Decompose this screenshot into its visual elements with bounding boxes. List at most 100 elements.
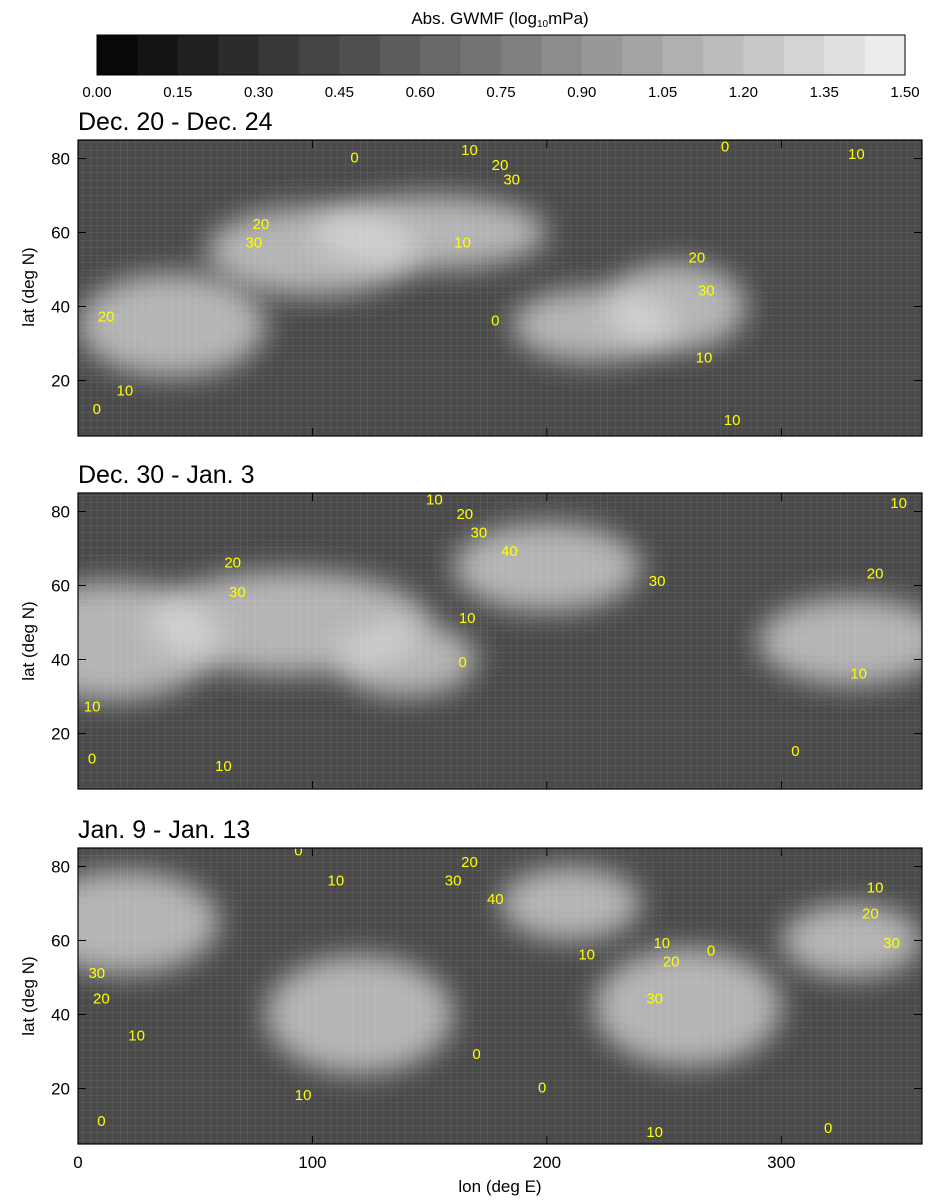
colorbar-tick-label: 1.05 [648, 84, 677, 101]
colorbar-tick-label: 0.60 [406, 84, 435, 101]
contour-label: 10 [867, 880, 884, 897]
contour-label: 0 [707, 943, 715, 960]
y-tick-label: 60 [51, 577, 70, 596]
contour-label: 30 [229, 584, 246, 601]
contour-label: 10 [724, 412, 741, 429]
contour-label: 0 [472, 1046, 480, 1063]
panel-title: Jan. 9 - Jan. 13 [78, 816, 250, 844]
colorbar-ticks: 0.00 0.15 0.30 0.45 0.60 0.75 0.90 1.05 1.20 1.35… [82, 84, 919, 101]
colorbar-cell [864, 35, 906, 75]
colorbar-tick-label: 0.30 [244, 84, 273, 101]
contour-label: 10 [459, 610, 476, 627]
contour-label: 10 [850, 665, 867, 682]
y-tick-label: 40 [51, 651, 70, 670]
panel-jan9-jan13: Jan. 9 - Jan. 13 lat (deg N) 01020304001… [19, 816, 923, 1196]
y-tick-label: 40 [51, 298, 70, 317]
colorbar-cell [783, 35, 825, 75]
colorbar-cell [622, 35, 664, 75]
contour-label: 0 [458, 654, 466, 671]
grid-overlay [78, 140, 922, 436]
plot-frame [77, 139, 923, 437]
contour-label: 40 [501, 543, 518, 560]
contour-label: 10 [84, 699, 101, 716]
contour-label: 10 [653, 935, 670, 952]
colorbar-cell [420, 35, 462, 75]
colorbar-frame [96, 34, 906, 76]
y-axis-label: lat (deg N) [19, 601, 38, 680]
contour-label: 10 [295, 1087, 312, 1104]
colorbar-tick-label: 0.00 [82, 84, 111, 101]
contour-label: 20 [253, 216, 270, 233]
contour-label: 20 [492, 157, 509, 174]
colorbar-cell [137, 35, 179, 75]
colorbar-cell [97, 35, 138, 75]
contour-label: 10 [578, 946, 595, 963]
contour-label: 30 [883, 935, 900, 952]
y-tick-label: 80 [51, 150, 70, 169]
colorbar-cell [460, 35, 502, 75]
colorbar-tick-label: 1.35 [810, 84, 839, 101]
contour-label: 20 [461, 854, 478, 871]
contour-label: 30 [445, 872, 462, 889]
contour-label: 30 [503, 172, 520, 189]
contour-label: 30 [471, 525, 488, 542]
panel-title: Dec. 20 - Dec. 24 [78, 108, 273, 136]
contour-label: 20 [862, 906, 879, 923]
contour-label: 30 [698, 283, 715, 300]
contour-label: 10 [215, 758, 232, 775]
colorbar-cell [501, 35, 542, 75]
contour-label: 10 [461, 142, 478, 159]
colorbar-label: Abs. GWMF (log10mPa) [411, 9, 588, 30]
contour-label: 20 [689, 249, 706, 266]
x-tick-label: 200 [533, 1153, 561, 1172]
contour-label: 0 [294, 843, 302, 860]
y-tick-label: 80 [51, 503, 70, 522]
colorbar-tick-label: 1.20 [729, 84, 758, 101]
colorbar-cell [218, 35, 260, 75]
y-tick-label: 20 [51, 372, 70, 391]
grid-overlay [78, 493, 922, 789]
colorbar-cell [258, 35, 300, 75]
contour-label: 0 [824, 1120, 832, 1137]
heatmap-field: 10 20 30 40 10 20 30 20 30 10 10 10 0 10 0 0 [78, 491, 922, 789]
plot-frame [77, 492, 923, 790]
y-tick-label: 20 [51, 1080, 70, 1099]
contour-label: 30 [649, 573, 666, 590]
x-tick-label: 100 [298, 1153, 326, 1172]
y-tick-label: 80 [51, 858, 70, 877]
contour-label: 20 [663, 954, 680, 971]
contour-label: 40 [487, 891, 504, 908]
x-axis-label: lon (deg E) [458, 1177, 541, 1196]
colorbar-cell [339, 35, 381, 75]
colorbar-tick-label: 0.90 [567, 84, 596, 101]
contour-label: 0 [88, 750, 96, 767]
colorbar-tick-label: 1.50 [890, 84, 919, 101]
panel-title: Dec. 30 - Jan. 3 [78, 461, 254, 489]
contour-label: 10 [117, 383, 134, 400]
contour-label: 10 [328, 872, 345, 889]
x-tick-label: 300 [767, 1153, 795, 1172]
panel-dec20-dec24: Dec. 20 - Dec. 24 lat (deg N) 0 102030203… [19, 108, 923, 437]
colorbar-cell [743, 35, 785, 75]
contour-label: 30 [88, 965, 105, 982]
colorbar-tick-label: 0.45 [325, 84, 354, 101]
contour-label: 10 [128, 1028, 145, 1045]
contour-label: 20 [98, 309, 115, 326]
contour-label: 10 [848, 146, 865, 163]
contour-label: 0 [491, 312, 499, 329]
colorbar-cell [541, 35, 583, 75]
colorbar-cell [662, 35, 704, 75]
contour-label: 0 [93, 401, 101, 418]
y-tick-label: 20 [51, 725, 70, 744]
contour-label: 20 [456, 506, 473, 523]
contour-label: 0 [97, 1113, 105, 1130]
grid-overlay [78, 848, 922, 1144]
contour-label: 10 [426, 491, 443, 508]
contour-label: 0 [721, 138, 729, 155]
contour-label: 0 [791, 743, 799, 760]
contour-label: 10 [890, 495, 907, 512]
colorbar-cell [824, 35, 866, 75]
